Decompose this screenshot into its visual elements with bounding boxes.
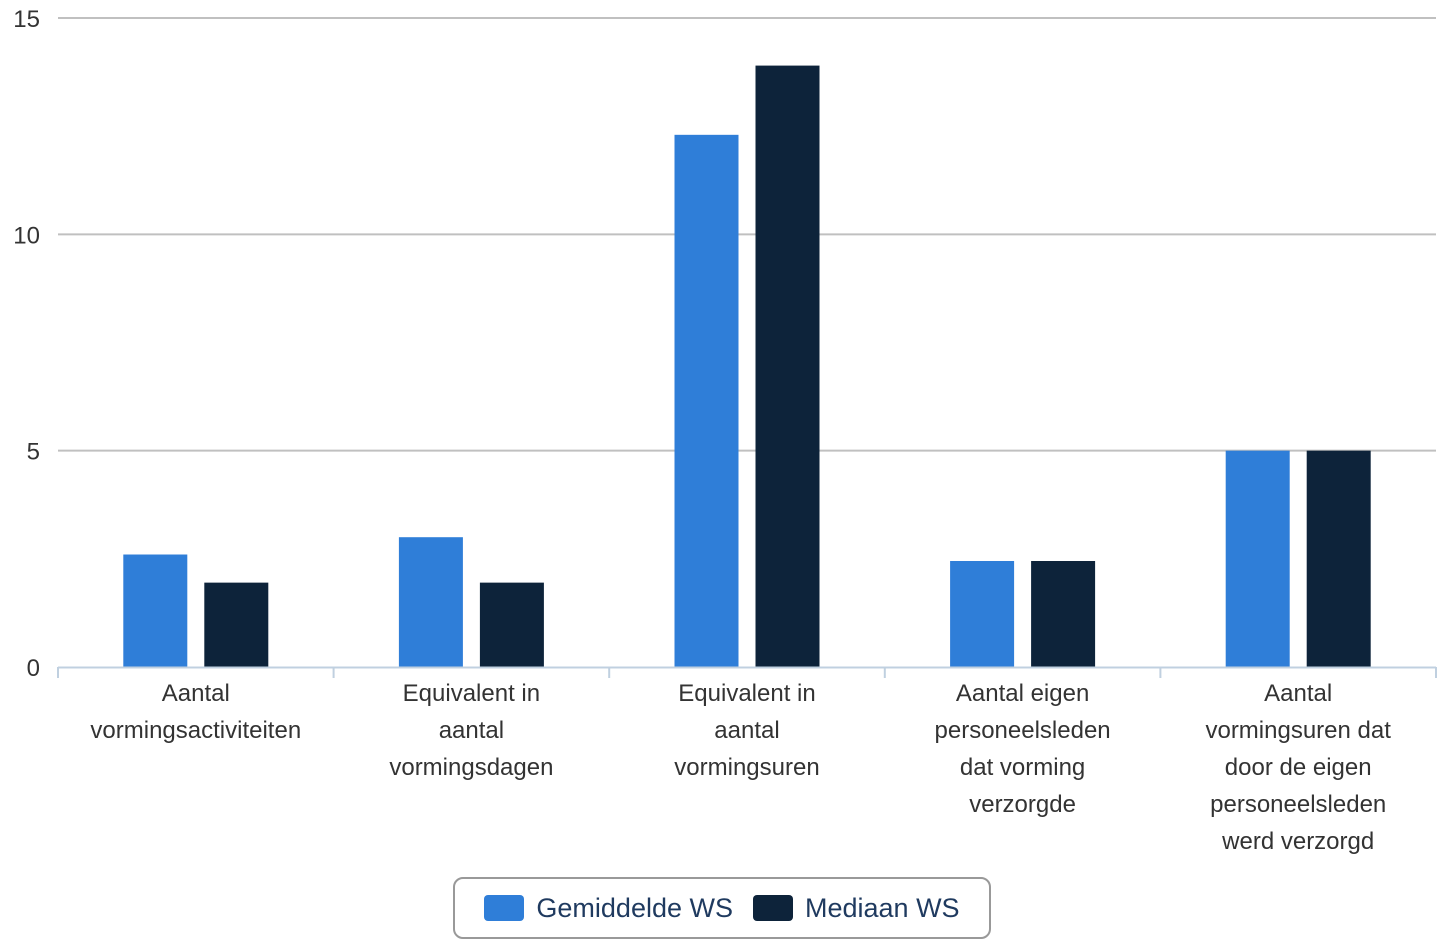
bar[interactable] — [1306, 450, 1371, 667]
y-tick-label: 15 — [13, 6, 40, 33]
x-category-label: Equivalent in aantal vormingsdagen — [389, 680, 553, 781]
bar[interactable] — [1225, 450, 1290, 667]
x-axis — [57, 666, 1437, 678]
x-category-label: Aantal eigen personeelsleden dat vorming ve… — [935, 680, 1111, 818]
bars — [123, 65, 1371, 668]
x-category-label: Aantal vormingsuren dat door de eigen perso… — [1205, 680, 1391, 855]
bar[interactable] — [123, 554, 188, 667]
legend-item-gemiddelde[interactable]: Gemiddelde WS — [484, 893, 733, 924]
x-category-label: Aantal vormingsactiviteiten — [90, 680, 301, 744]
x-category-label: Equivalent in aantal vormingsuren — [674, 680, 819, 781]
y-tick-label: 0 — [27, 655, 40, 682]
bar[interactable] — [674, 134, 739, 667]
legend-swatch-mediaan — [753, 895, 793, 921]
bar[interactable] — [398, 537, 463, 667]
legend-item-mediaan[interactable]: Mediaan WS — [753, 893, 960, 924]
x-axis-category-labels: Aantal vormingsactiviteiten Equivalent in a… — [90, 680, 1391, 855]
bar[interactable] — [1031, 560, 1096, 667]
legend-label-gemiddelde: Gemiddelde WS — [536, 892, 733, 923]
legend: Gemiddelde WS Mediaan WS — [453, 877, 991, 939]
legend-label-mediaan: Mediaan WS — [805, 892, 960, 923]
bar[interactable] — [204, 582, 269, 667]
y-tick-label: 10 — [13, 222, 40, 249]
y-tick-label: 5 — [27, 439, 40, 466]
grid-lines — [58, 17, 1436, 452]
bar[interactable] — [755, 65, 820, 668]
y-axis-tick-labels: 0 5 10 15 — [13, 6, 40, 682]
bar[interactable] — [479, 582, 544, 667]
legend-swatch-gemiddelde — [484, 895, 525, 921]
bar[interactable] — [950, 560, 1015, 667]
